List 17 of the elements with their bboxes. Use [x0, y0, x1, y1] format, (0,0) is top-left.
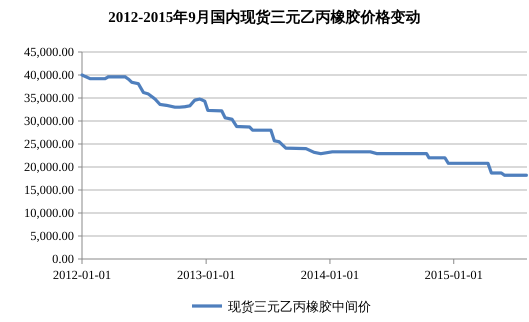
y-tick-label: 0.00	[52, 252, 74, 266]
y-tick-label: 25,000.00	[24, 137, 74, 151]
y-tick-label: 40,000.00	[24, 68, 74, 82]
y-tick-label: 30,000.00	[24, 114, 74, 128]
x-tick-label: 2012-01-01	[52, 268, 112, 282]
x-tick-label: 2013-01-01	[176, 268, 236, 282]
y-tick-label: 45,000.00	[24, 45, 74, 59]
x-tick-label: 2015-01-01	[424, 268, 483, 282]
y-tick-label: 10,000.00	[24, 206, 74, 220]
y-tick-label: 20,000.00	[24, 160, 74, 174]
chart-title: 2012-2015年9月国内现货三元乙丙橡胶价格变动	[108, 8, 421, 26]
y-tick-label: 35,000.00	[24, 91, 74, 105]
y-tick-label: 15,000.00	[24, 183, 74, 197]
legend-label: 现货三元乙丙橡胶中间价	[228, 299, 371, 314]
x-tick-label: 2014-01-01	[300, 268, 360, 282]
y-tick-label: 5,000.00	[30, 229, 74, 243]
line-series	[80, 73, 528, 177]
